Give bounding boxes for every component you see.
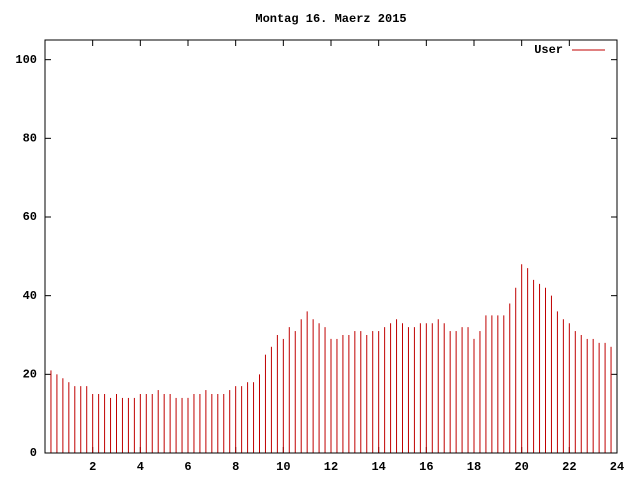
x-tick-label: 10 bbox=[276, 460, 290, 474]
x-tick-label: 6 bbox=[184, 460, 191, 474]
x-tick-label: 20 bbox=[514, 460, 528, 474]
x-tick-label: 18 bbox=[467, 460, 481, 474]
x-tick-label: 14 bbox=[371, 460, 385, 474]
y-tick-label: 0 bbox=[30, 446, 37, 460]
x-tick-label: 4 bbox=[137, 460, 144, 474]
x-tick-label: 2 bbox=[89, 460, 96, 474]
y-tick-label: 60 bbox=[23, 210, 37, 224]
x-tick-label: 8 bbox=[232, 460, 239, 474]
x-tick-label: 12 bbox=[324, 460, 338, 474]
x-tick-label: 24 bbox=[610, 460, 624, 474]
y-tick-label: 20 bbox=[23, 368, 37, 382]
plot-border bbox=[44, 39, 618, 454]
chart-title: Montag 16. Maerz 2015 bbox=[255, 12, 406, 26]
legend-label: User bbox=[534, 43, 563, 57]
x-tick-label: 22 bbox=[562, 460, 576, 474]
x-tick-label: 16 bbox=[419, 460, 433, 474]
y-tick-label: 100 bbox=[15, 53, 37, 67]
y-tick-label: 40 bbox=[23, 289, 37, 303]
y-tick-label: 80 bbox=[23, 132, 37, 146]
